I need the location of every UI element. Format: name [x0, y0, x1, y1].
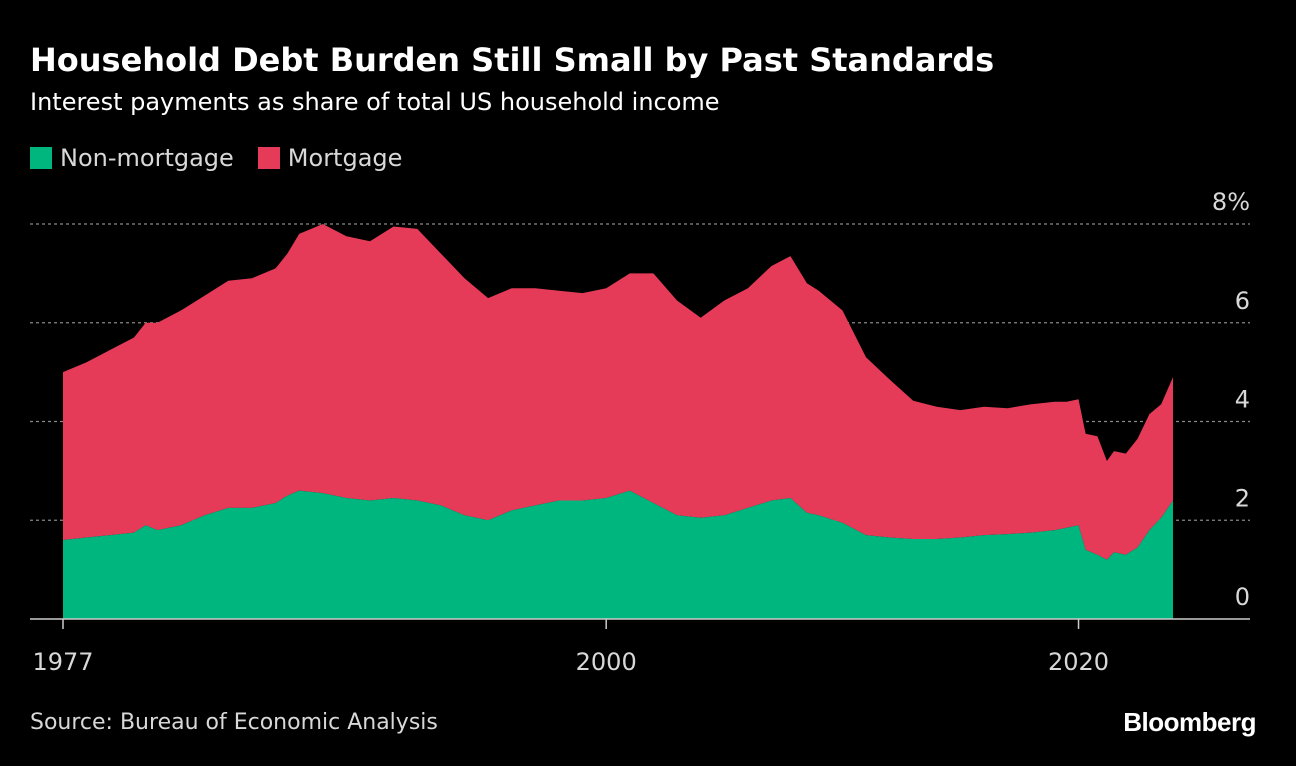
y-tick-label-2: 2 [1235, 484, 1250, 512]
series-area-non-mortgage [63, 490, 1173, 619]
y-tick-label-4: 4 [1235, 386, 1250, 414]
legend: Non-mortgage Mortgage [30, 142, 426, 174]
x-tick-label-1977: 1977 [32, 648, 93, 676]
legend-item-mortgage: Mortgage [257, 142, 403, 174]
legend-label-mortgage: Mortgage [287, 144, 403, 172]
chart-title: Household Debt Burden Still Small by Pas… [30, 41, 995, 79]
legend-swatch-non-mortgage [30, 147, 52, 169]
axis-layer: 0 2 4 6 8% 1977 2000 2020 [30, 188, 1250, 676]
y-tick-label-0: 0 [1235, 583, 1250, 611]
chart-subtitle: Interest payments as share of total US h… [30, 88, 720, 116]
legend-swatch-mortgage [257, 147, 280, 169]
y-tick-label-8: 8% [1212, 188, 1250, 216]
source-note: Source: Bureau of Economic Analysis [30, 710, 438, 735]
bloomberg-logo: Bloomberg [1123, 707, 1256, 737]
x-tick-label-2020: 2020 [1048, 648, 1109, 676]
y-tick-label-6: 6 [1235, 287, 1250, 315]
x-tick-label-2000: 2000 [576, 648, 637, 676]
legend-item-non-mortgage: Non-mortgage [30, 142, 234, 174]
series-area-mortgage [63, 224, 1173, 560]
legend-label-non-mortgage: Non-mortgage [60, 144, 234, 172]
area-layer [63, 224, 1173, 619]
